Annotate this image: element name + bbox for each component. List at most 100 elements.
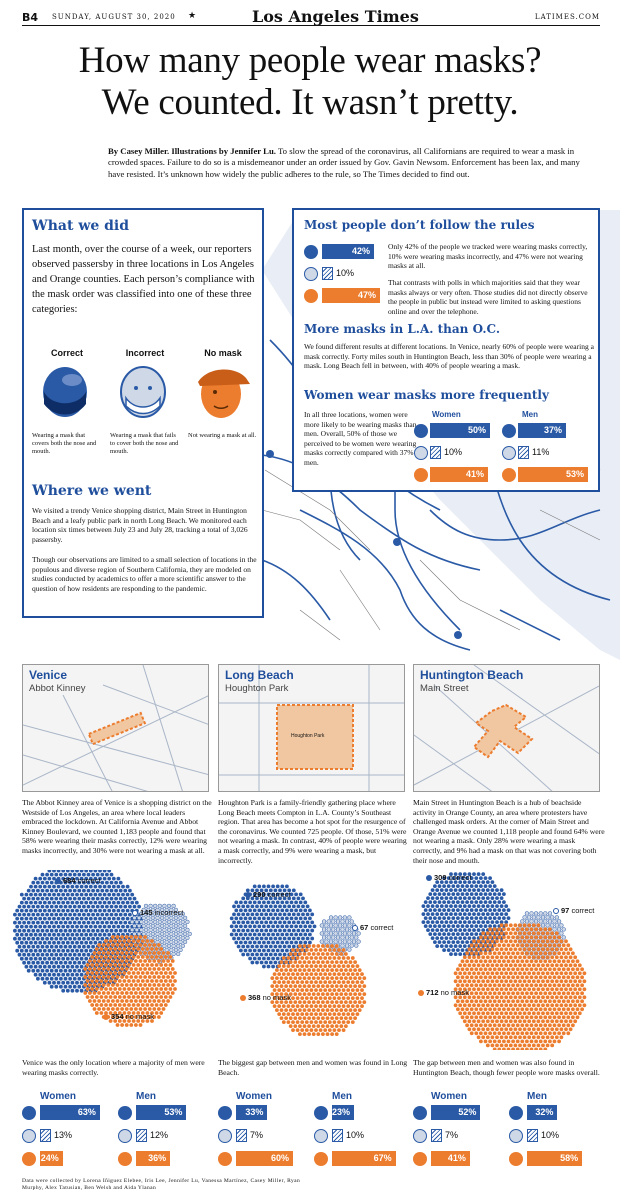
nomask-face-icon	[304, 289, 318, 303]
correct-dot-cluster	[13, 870, 144, 993]
women-label: Women	[432, 410, 461, 419]
longbeach-incorrect-label: 67 correct	[352, 923, 393, 932]
incorrect-face-icon	[118, 1129, 132, 1143]
incorrect-face-icon	[218, 1129, 232, 1143]
nomask-bar: 67%	[332, 1151, 396, 1166]
incorrect-face-icon	[502, 446, 516, 460]
incorrect-face-icon	[314, 1129, 328, 1143]
men-label: Men	[332, 1091, 352, 1102]
rules-incorrect-bar	[322, 267, 333, 280]
nomask-dot-cluster	[453, 923, 587, 1050]
category-correct: Correct Wearing a mask that covers both …	[32, 348, 102, 456]
what-we-did-body: Last month, over the course of a week, o…	[32, 244, 255, 315]
category-desc: Wearing a mask that covers both the nose…	[32, 432, 97, 455]
correct-bar: 33%	[236, 1105, 268, 1120]
findings-panel: Most people don’t follow the rules 42% 1…	[292, 208, 600, 492]
women-correct-bar: 50%	[430, 423, 490, 438]
correct-face-icon	[218, 1106, 232, 1120]
page-header: B4 SUNDAY, AUGUST 30, 2020 ★ Los Angeles…	[22, 7, 600, 32]
longbeach-correct-label: 290 correct	[245, 890, 291, 899]
venice-map-card: Venice Abbot Kinney	[22, 664, 209, 792]
credit-line: Data were collected by Lorena Iñiguez El…	[22, 1178, 301, 1191]
incorrect-face-icon	[413, 1129, 427, 1143]
category-label: No mask	[204, 348, 242, 358]
nomask-face-icon	[413, 1152, 427, 1166]
nomask-bar: 58%	[527, 1151, 583, 1166]
correct-face-icon	[314, 1106, 328, 1120]
nomask-dot-cluster	[270, 944, 367, 1036]
category-row: Correct Wearing a mask that covers both …	[32, 348, 260, 468]
correct-bar: 23%	[332, 1105, 354, 1120]
masthead: Los Angeles Times	[252, 7, 419, 26]
nomask-bar: 36%	[136, 1151, 171, 1166]
correct-face-icon	[43, 367, 87, 417]
huntington-incorrect-label: 97 correct	[553, 906, 594, 915]
nomask-face-icon	[198, 369, 250, 418]
venice-correct-label: 684 correct	[55, 876, 101, 885]
category-desc: Wearing a mask that fails to cover both …	[110, 432, 179, 455]
correct-face-icon	[414, 424, 428, 438]
incorrect-value: 12%	[150, 1130, 169, 1140]
nomask-face-icon	[502, 468, 516, 482]
headline-line2: We counted. It wasn’t pretty.	[101, 82, 519, 123]
nomask-face-icon	[509, 1152, 523, 1166]
location-name: Long Beach	[225, 668, 294, 682]
correct-bar: 52%	[431, 1105, 481, 1120]
issue-date: SUNDAY, AUGUST 30, 2020	[52, 13, 176, 21]
location-sub: Houghton Park	[225, 683, 289, 694]
page-number: B4	[22, 11, 39, 24]
longbeach-street-map	[219, 665, 404, 791]
nomask-face-icon	[414, 468, 428, 482]
women-incorrect-value: 10%	[444, 447, 463, 457]
correct-face-icon	[118, 1106, 132, 1120]
incorrect-bar	[332, 1129, 343, 1142]
star-icon: ★	[188, 11, 197, 21]
huntington-street-map	[414, 665, 599, 791]
incorrect-value: 7%	[250, 1130, 264, 1140]
headline-line1: How many people wear masks?	[78, 40, 542, 81]
longbeach-nomask-label: 368 no mask	[240, 993, 291, 1002]
where-we-went-title: Where we went	[32, 483, 152, 499]
women-label: Women	[236, 1091, 272, 1102]
nomask-face-icon	[314, 1152, 328, 1166]
what-we-did-panel: What we did Last month, over the course …	[22, 208, 264, 618]
where-we-went-p2: Though our observations are limited to a…	[32, 555, 257, 593]
category-label: Correct	[50, 348, 83, 358]
longbeach-caption: The biggest gap between men and women wa…	[218, 1058, 408, 1077]
incorrect-face-icon	[22, 1129, 36, 1143]
nomask-dot-cluster	[83, 935, 177, 1027]
nomask-bar: 41%	[431, 1151, 470, 1166]
longbeach-map-card: Long Beach Houghton Park Houghton Park	[218, 664, 405, 792]
longbeach-desc: Houghton Park is a family-friendly gathe…	[218, 798, 407, 865]
incorrect-face-icon	[509, 1129, 523, 1143]
location-sub: Main Street	[420, 683, 469, 694]
huntington-correct-label: 309 correct	[426, 873, 472, 882]
rules-incorrect-value: 10%	[336, 268, 355, 278]
correct-dot-cluster	[229, 884, 317, 969]
byline: By Casey Miller. Illustrations by Jennif…	[108, 146, 276, 156]
location-name: Huntington Beach	[420, 668, 524, 682]
nomask-face-icon	[22, 1152, 36, 1166]
dot-clusters	[13, 870, 587, 1050]
incorrect-bar	[136, 1129, 147, 1142]
nomask-face-icon	[118, 1152, 132, 1166]
category-desc: Not wearing a mask at all.	[188, 432, 257, 439]
incorrect-face-icon	[414, 446, 428, 460]
incorrect-bar	[40, 1129, 51, 1142]
location-sub: Abbot Kinney	[29, 683, 86, 694]
venice-desc: The Abbot Kinney area of Venice is a sho…	[22, 798, 212, 855]
incorrect-face-icon	[304, 267, 318, 281]
correct-bar: 63%	[40, 1105, 100, 1120]
men-label: Men	[527, 1091, 547, 1102]
location-name: Venice	[29, 668, 68, 682]
incorrect-bar	[527, 1129, 538, 1142]
venice-incorrect-label: 145 incorrect	[132, 908, 183, 917]
rules-p1: Only 42% of the people we tracked were w…	[388, 242, 588, 270]
site-url[interactable]: LATIMES.COM	[534, 13, 600, 21]
incorrect-value: 13%	[54, 1130, 73, 1140]
incorrect-value: 10%	[346, 1130, 365, 1140]
la-oc-body: We found different results at different …	[304, 342, 594, 370]
men-incorrect-bar	[518, 446, 529, 459]
rules-nomask-bar: 47%	[322, 288, 380, 303]
category-nomask: No mask Not wearing a mask at all.	[188, 348, 258, 440]
